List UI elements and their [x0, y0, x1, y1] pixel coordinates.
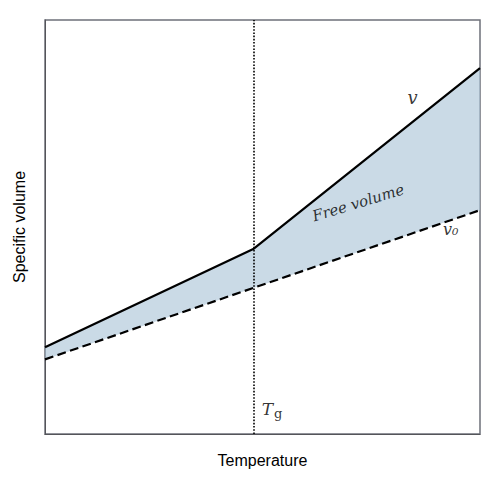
- svg-text:Temperature: Temperature: [218, 452, 308, 469]
- svg-text:g: g: [274, 406, 282, 421]
- svg-text:Specific volume: Specific volume: [11, 171, 28, 283]
- svg-text:v: v: [407, 87, 417, 108]
- svg-text:v₀: v₀: [443, 220, 459, 239]
- svg-text:T: T: [262, 399, 275, 419]
- svg-text:Free volume: Free volume: [309, 180, 406, 225]
